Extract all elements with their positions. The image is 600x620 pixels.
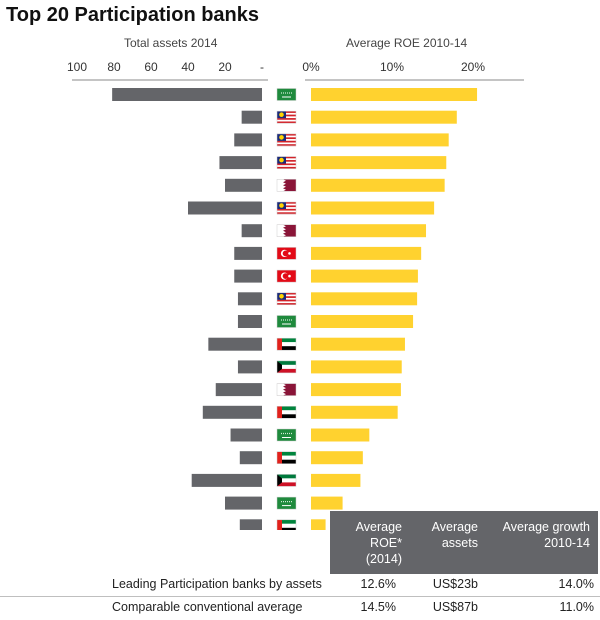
roe-bar (311, 269, 418, 283)
left-tick-label: 60 (144, 60, 158, 74)
summary-table-header: Average ROE* (2014) Average assets Average … (330, 511, 598, 574)
row-roe: 14.5% (360, 600, 396, 614)
assets-bar (234, 269, 262, 283)
roe-bar (311, 246, 422, 260)
roe-bar (311, 110, 457, 124)
assets-bar (239, 451, 262, 465)
saudi-arabia-flag-icon (276, 496, 297, 510)
saudi-arabia-flag-icon (276, 428, 297, 442)
table-row: Leading Participation banks by assets 12… (0, 574, 600, 596)
chart-canvas: 100 80 60 40 20 - 0% 10% 20% (67, 60, 524, 530)
saudi-arabia-flag-icon (276, 315, 297, 328)
row-label: Leading Participation banks by assets (112, 577, 322, 591)
left-tick-label: 20 (218, 60, 232, 74)
row-growth: 11.0% (559, 600, 594, 614)
header-roe: Average ROE* (2014) (355, 520, 402, 566)
roe-bar (311, 337, 405, 351)
roe-bar (311, 428, 370, 442)
malaysia-flag-icon (276, 201, 297, 215)
turkey-flag-icon (276, 269, 297, 283)
assets-bar (234, 246, 262, 260)
saudi-arabia-flag-icon (276, 88, 297, 101)
assets-bar (241, 110, 262, 124)
header-assets: Average assets (431, 520, 478, 550)
assets-bar (202, 405, 262, 419)
roe-bar (311, 156, 447, 170)
uae-flag-icon (276, 337, 297, 351)
uae-flag-icon (276, 451, 297, 464)
qatar-flag-icon (276, 224, 297, 237)
assets-bar (225, 496, 262, 510)
malaysia-flag-icon (276, 292, 297, 306)
assets-bar (219, 156, 262, 170)
uae-flag-icon (276, 406, 297, 419)
qatar-flag-icon (276, 179, 297, 192)
qatar-flag-icon (276, 383, 297, 396)
roe-bar (311, 178, 445, 192)
assets-bar (215, 383, 262, 397)
header-growth: Average growth 2010-14 (502, 520, 590, 550)
left-tick-label: 100 (67, 60, 87, 74)
table-row: Comparable conventional average 14.5% US… (0, 597, 600, 619)
malaysia-flag-icon (276, 156, 297, 169)
roe-bar (311, 451, 363, 465)
left-tick-label: - (260, 60, 264, 74)
left-tick-label: 80 (107, 60, 121, 74)
assets-bar (234, 133, 262, 147)
roe-bar (311, 383, 401, 397)
assets-bar (191, 473, 262, 487)
right-panel-title: Average ROE 2010-14 (346, 36, 468, 50)
left-tick-label: 40 (181, 60, 195, 74)
roe-bar (311, 405, 398, 419)
kuwait-flag-icon (276, 360, 297, 374)
right-tick-label: 20% (461, 60, 485, 74)
right-tick-label: 10% (380, 60, 404, 74)
assets-bar (237, 292, 262, 306)
assets-bar (239, 519, 262, 530)
row-label: Comparable conventional average (112, 600, 303, 614)
assets-bar (230, 428, 262, 442)
row-growth: 14.0% (558, 577, 594, 591)
assets-bar (208, 337, 262, 351)
roe-bar (311, 133, 449, 147)
left-panel-title: Total assets 2014 (124, 36, 218, 50)
row-assets: US$87b (432, 600, 478, 614)
roe-bar (311, 519, 326, 530)
uae-flag-icon (276, 519, 297, 530)
malaysia-flag-icon (276, 133, 297, 147)
assets-bar (237, 315, 262, 328)
assets-bar (112, 88, 263, 101)
roe-bar (311, 88, 478, 101)
roe-bar (311, 201, 435, 215)
row-assets: US$23b (432, 577, 478, 591)
turkey-flag-icon (276, 247, 297, 260)
chart-title: Top 20 Participation banks (6, 4, 260, 26)
roe-bar (311, 360, 402, 374)
row-roe: 12.6% (360, 577, 396, 591)
roe-bar (311, 496, 343, 510)
roe-bar (311, 224, 427, 238)
malaysia-flag-icon (276, 110, 297, 124)
right-tick-label: 0% (302, 60, 320, 74)
assets-bar (188, 201, 262, 215)
roe-bar (311, 473, 361, 487)
table-divider (0, 596, 600, 597)
assets-bar (241, 224, 262, 238)
roe-bar (311, 292, 418, 306)
assets-bar (225, 178, 262, 192)
roe-bar (311, 315, 414, 328)
kuwait-flag-icon (276, 474, 297, 487)
assets-bar (237, 360, 262, 374)
